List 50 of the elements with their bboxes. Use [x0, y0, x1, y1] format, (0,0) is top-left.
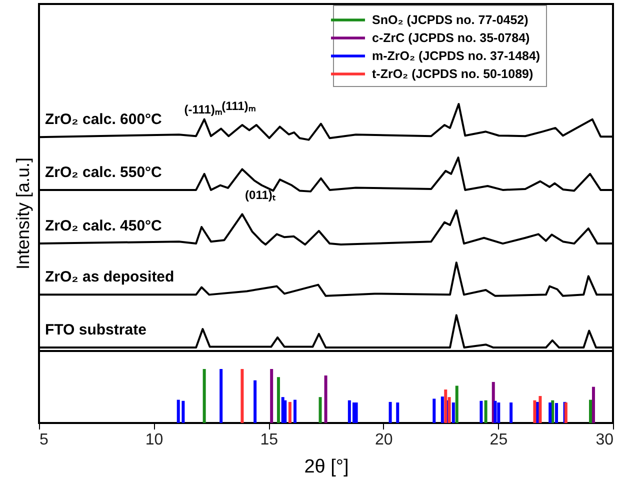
- x-tick-label: 20: [375, 432, 393, 448]
- legend-label: t-ZrO₂ (JCPDS no. 50-1089): [372, 67, 534, 81]
- bar: [318, 397, 322, 423]
- annotation: (111)ₘ: [222, 98, 256, 113]
- annotation: (011)ₜ: [245, 188, 276, 202]
- bar: [494, 400, 497, 423]
- bar: [388, 402, 392, 423]
- bar: [555, 403, 558, 423]
- series-label: ZrO₂ calc. 550°C: [45, 164, 162, 181]
- bar: [270, 369, 274, 423]
- bar: [348, 400, 351, 423]
- bar: [324, 375, 328, 423]
- bar: [548, 402, 552, 423]
- bar: [510, 402, 513, 423]
- x-tick-label: 25: [490, 432, 508, 448]
- bar: [396, 402, 400, 423]
- bar: [538, 396, 542, 423]
- bar: [592, 386, 595, 423]
- bar: [497, 402, 500, 423]
- legend-label: m-ZrO₂ (JCPDS no. 37-1484): [372, 49, 540, 63]
- x-tick-label: 30: [596, 432, 614, 448]
- bar: [202, 369, 206, 423]
- bar: [444, 390, 448, 423]
- series-label: ZrO₂ as deposited: [45, 268, 174, 286]
- bar: [288, 402, 292, 423]
- x-tick-label: 15: [260, 432, 278, 448]
- series-label: ZrO₂ calc. 600°C: [45, 111, 162, 128]
- bar: [294, 400, 297, 423]
- annotation: (-111)ₘ: [184, 102, 222, 117]
- y-axis-title: Intensity [a.u.]: [13, 157, 33, 270]
- x-tick-label: 10: [145, 432, 164, 448]
- bar: [440, 396, 444, 423]
- bar: [455, 386, 458, 423]
- bar: [240, 369, 244, 423]
- bar: [284, 400, 287, 423]
- bar: [452, 402, 455, 423]
- bar: [220, 369, 223, 423]
- bar: [276, 377, 280, 423]
- legend-label: c-ZrC (JCPDS no. 35-0784): [372, 31, 530, 45]
- bar: [484, 400, 488, 423]
- bar: [432, 398, 436, 423]
- x-axis-title: 2θ [°]: [304, 456, 349, 478]
- bar: [480, 400, 483, 423]
- x-tick-label: 5: [40, 432, 48, 448]
- series-label: FTO substrate: [45, 322, 146, 339]
- bar: [354, 402, 358, 423]
- bar: [589, 400, 592, 423]
- legend-label: SnO₂ (JCPDS no. 77-0452): [372, 13, 528, 27]
- series-label: ZrO₂ calc. 450°C: [45, 218, 162, 235]
- bar: [254, 380, 257, 423]
